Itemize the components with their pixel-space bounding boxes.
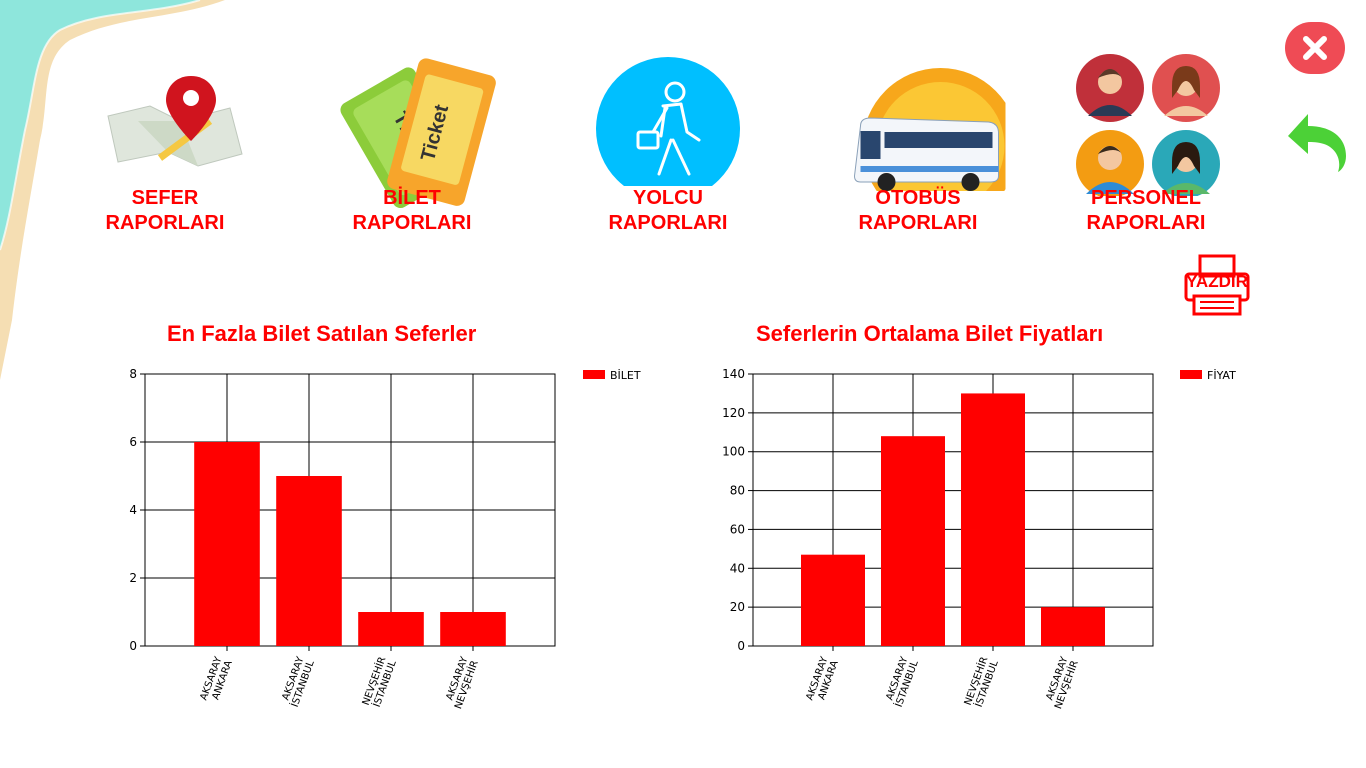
y-tick-label: 80: [730, 484, 745, 498]
y-tick-label: 4: [129, 503, 137, 517]
nav-personel-label: PERSONEL RAPORLARI: [1086, 187, 1206, 234]
plot-frame: [144, 373, 556, 647]
back-arrow-icon: [1288, 114, 1346, 172]
close-icon: [1303, 36, 1327, 60]
nav-bilet-raporlari[interactable]: Ticket Ticket BİLET RAPORLARI: [302, 36, 522, 236]
x-tick-label: NEVŞEHİRİSTANBUL: [359, 654, 399, 710]
nav-yolcu-raporlari[interactable]: YOLCU RAPORLARI: [558, 36, 778, 236]
chart-1: 0 2 4 6 8 AKSARAYANKARA AKSARAYİSTANBUL NEVŞEHİ…: [100, 360, 660, 724]
y-tick-label: 100: [722, 445, 745, 459]
x-tick-label: AKSARAYNEVŞEHİR: [1043, 655, 1081, 711]
bar: [440, 612, 506, 646]
walking-passenger-icon: [596, 57, 740, 186]
bar: [1041, 607, 1105, 646]
nav-otobus-raporlari[interactable]: OTOBÜS RAPORLARI: [808, 36, 1028, 236]
nav-bilet-label: BİLET RAPORLARI: [352, 187, 472, 234]
x-tick-label: AKSARAYANKARA: [805, 655, 842, 706]
beach-background: [0, 0, 225, 380]
y-tick-label: 40: [730, 561, 745, 575]
y-tick-label: 140: [722, 367, 745, 381]
y-tick-label: 2: [129, 571, 137, 585]
bar: [194, 442, 260, 646]
x-tick-label: AKSARAYİSTANBUL: [279, 655, 317, 709]
avatar: [1076, 54, 1144, 122]
x-tick-label: NEVŞEHİRİSTANBUL: [961, 654, 1001, 710]
chart-2-svg: 0 20 40 60 80 100 120 140 AKSARAYANKARA AKSARAYİS…: [722, 367, 1236, 711]
bar: [961, 393, 1025, 646]
plot-frame: [752, 373, 1154, 647]
nav-personel-raporlari[interactable]: PERSONEL RAPORLARI: [1036, 36, 1256, 236]
bar: [358, 612, 424, 646]
print-button[interactable]: YAZDIR: [1176, 252, 1258, 318]
legend-swatch: [583, 370, 605, 379]
map-pin-icon: [107, 76, 243, 167]
y-tick-label: 6: [129, 435, 137, 449]
x-tick-label: AKSARAYNEVŞEHİR: [443, 655, 481, 711]
chart-2-title: Seferlerin Ortalama Bilet Fiyatları: [756, 321, 1104, 346]
avatar: [1152, 130, 1220, 196]
nav-yolcu-label: YOLCU RAPORLARI: [608, 187, 728, 234]
ticket-icon: Ticket Ticket: [340, 58, 496, 209]
y-tick-label: 0: [737, 639, 745, 653]
avatar: [1152, 54, 1220, 122]
legend-swatch: [1180, 370, 1202, 379]
printer-icon: [1184, 254, 1250, 316]
bar: [881, 436, 945, 646]
avatar: [1076, 130, 1144, 196]
print-label: YAZDIR: [1186, 272, 1248, 291]
y-tick-label: 8: [129, 367, 137, 381]
legend-label: BİLET: [610, 369, 641, 382]
staff-avatars-icon: [1076, 54, 1220, 196]
y-tick-label: 120: [722, 406, 745, 420]
nav-sefer-raporlari[interactable]: SEFER RAPORLARI: [55, 36, 275, 236]
x-tick-label: AKSARAYANKARA: [199, 655, 236, 706]
close-button[interactable]: [1285, 22, 1345, 74]
chart-1-svg: 0 2 4 6 8 AKSARAYANKARA AKSARAYİSTANBUL NEVŞEHİ…: [129, 367, 641, 711]
legend-label: FİYAT: [1207, 369, 1236, 382]
back-button[interactable]: [1284, 108, 1350, 174]
bar: [276, 476, 342, 646]
y-tick-label: 60: [730, 522, 745, 536]
x-tick-label: AKSARAYİSTANBUL: [883, 655, 921, 709]
chart-2: 0 20 40 60 80 100 120 140 AKSARAYANKARA AKSARAYİS…: [700, 360, 1260, 724]
nav-otobus-label: OTOBÜS RAPORLARI: [858, 187, 978, 234]
bar: [801, 554, 865, 646]
nav-sefer-label: SEFER RAPORLARI: [105, 187, 225, 234]
y-tick-label: 20: [730, 600, 745, 614]
chart-1-title: En Fazla Bilet Satılan Seferler: [167, 321, 477, 346]
bus-icon: [853, 68, 1006, 191]
y-tick-label: 0: [129, 639, 137, 653]
